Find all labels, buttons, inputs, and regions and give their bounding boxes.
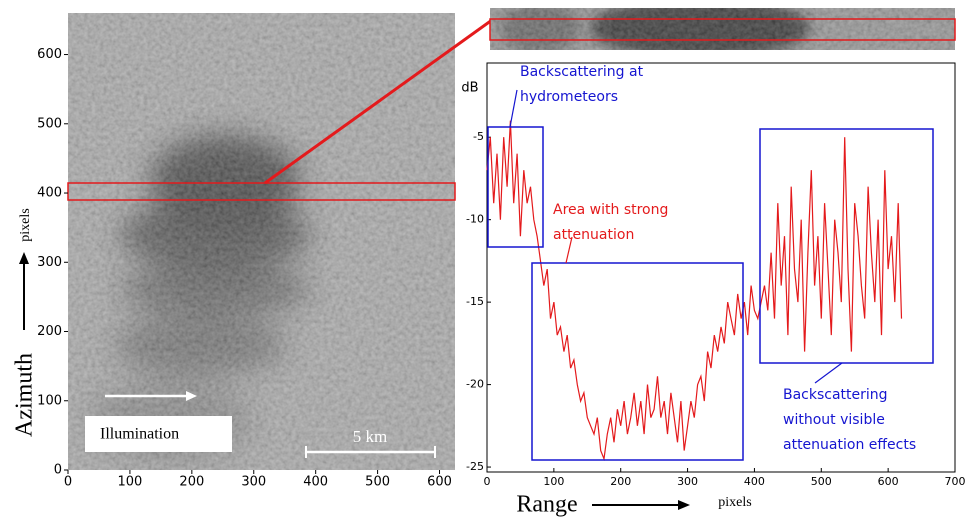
x-tick-label: 500: [365, 475, 390, 490]
zoom-strip: [490, 8, 955, 50]
x-tick-label: 300: [241, 475, 266, 490]
plot-frame: [486, 62, 956, 473]
scale-label: 5 km: [353, 427, 387, 446]
zoom-connector: [264, 18, 493, 185]
annotation-text: Backscattering: [783, 387, 888, 403]
y-tick-label: 600: [37, 47, 62, 62]
y-tick-label: 500: [37, 116, 62, 131]
y-tick-label: 300: [37, 255, 62, 270]
y-tick-label: 200: [37, 324, 62, 339]
annotation-text: attenuation effects: [783, 437, 916, 453]
annotation-box: [531, 262, 744, 461]
annotation-text: Backscattering at: [520, 64, 644, 80]
x-tick-label: 100: [118, 475, 143, 490]
x-tick-label: 700: [945, 475, 966, 488]
annotation-text: without visible: [783, 412, 885, 428]
annotation-text: Area with strong: [553, 202, 668, 218]
annotation-pointer: [814, 362, 843, 384]
annotation-box: [487, 126, 544, 248]
y-axis-arrowhead: [19, 252, 29, 264]
sar-image: [68, 13, 455, 470]
x-tick-label: 0: [64, 475, 72, 490]
y-axis-unit: pixels: [18, 208, 33, 241]
y-tick-label: -25: [466, 460, 484, 473]
x-tick-label: 400: [303, 475, 328, 490]
x-tick-label: 300: [677, 475, 698, 488]
x-tick-label: 200: [179, 475, 204, 490]
x-tick-label: 500: [811, 475, 832, 488]
annotation-text: attenuation: [553, 227, 634, 243]
x-axis-unit: pixels: [718, 495, 751, 510]
annotation-pointer: [509, 89, 518, 128]
x-tick-label: 0: [484, 475, 491, 488]
x-tick-label: 100: [543, 475, 564, 488]
y-axis-label: Azimuth: [12, 353, 38, 437]
selection-band: [67, 182, 456, 201]
y-axis-label: dB: [461, 81, 478, 96]
strip-band: [489, 18, 956, 41]
y-tick-label: 400: [37, 186, 62, 201]
y-tick-label: 100: [37, 393, 62, 408]
x-tick-label: 400: [744, 475, 765, 488]
x-axis-label: Range: [516, 492, 577, 518]
illumination-label: Illumination: [100, 426, 179, 443]
y-tick-label: -15: [466, 295, 484, 308]
x-axis-arrowhead: [678, 500, 690, 510]
y-tick-label: 0: [54, 463, 62, 478]
annotation-box: [759, 128, 934, 364]
y-tick-label: -20: [466, 378, 484, 391]
annotation-text: hydrometeors: [520, 89, 618, 105]
y-tick-label: -10: [466, 213, 484, 226]
x-tick-label: 200: [610, 475, 631, 488]
annotation-pointer: [565, 236, 573, 264]
data-line: [486, 120, 903, 462]
x-tick-label: 600: [878, 475, 899, 488]
x-tick-label: 600: [427, 475, 452, 490]
y-tick-label: -5: [473, 130, 484, 143]
illumination-box: [85, 416, 232, 452]
illumination-arrowhead: [186, 391, 197, 401]
